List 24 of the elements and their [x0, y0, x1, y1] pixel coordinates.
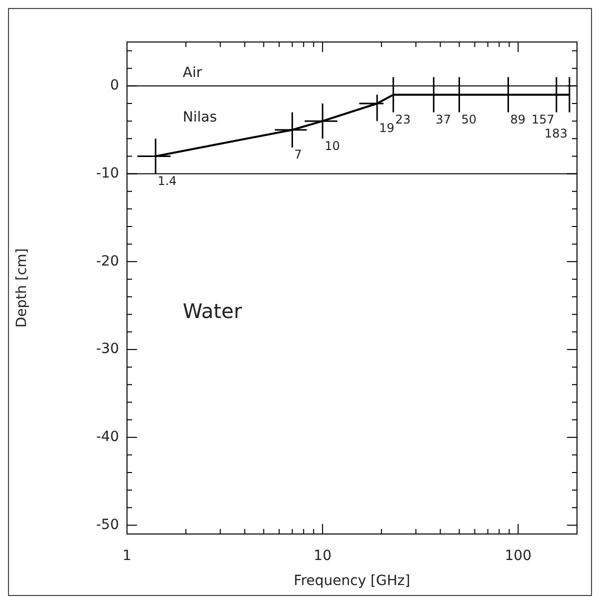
x-tick-label: 10: [314, 548, 332, 564]
y-tick-label: 0: [110, 78, 119, 94]
annotation: 89: [510, 112, 526, 126]
annotation: 183: [544, 126, 568, 140]
annotation: 37: [436, 112, 451, 126]
annotation: Water: [182, 298, 243, 323]
annotation: Nilas: [182, 110, 217, 126]
y-tick-label: -30: [96, 341, 119, 358]
y-tick-label: -20: [96, 253, 119, 270]
x-axis-title: Frequency [GHz]: [294, 573, 410, 590]
y-tick-label: -40: [96, 429, 119, 445]
x-tick-label: 100: [504, 548, 532, 564]
annotation: 50: [461, 112, 477, 126]
x-tick-label: 1: [122, 548, 132, 564]
annotation: 23: [395, 112, 411, 126]
annotation: 7: [294, 148, 302, 162]
y-tick-label: -10: [96, 165, 119, 182]
annotation: 1.4: [158, 174, 177, 188]
y-axis-title: Depth [cm]: [14, 248, 30, 328]
annotation: 157: [532, 112, 554, 126]
annotation: 19: [379, 121, 394, 136]
annotation: Air: [182, 65, 202, 82]
annotation: 10: [324, 138, 340, 153]
y-tick-label: -50: [96, 516, 119, 533]
